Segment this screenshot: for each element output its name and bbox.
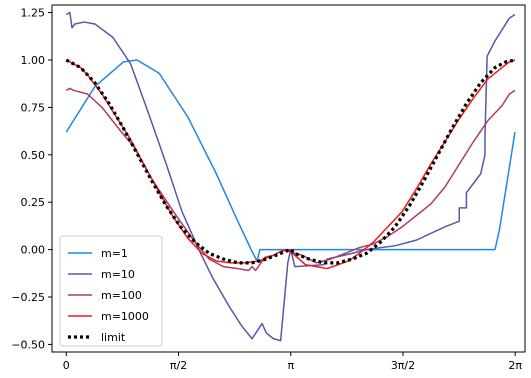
x-tick-label: π [287,359,294,372]
legend-label: m=1000 [101,310,149,323]
x-tick-label: π/2 [170,359,187,372]
legend-label: m=1 [101,247,128,260]
legend-box [59,235,163,347]
series-line-m-10 [65,11,516,342]
plot-frame [51,4,526,353]
legend-label: m=100 [101,289,142,302]
y-tick-label: 1.25 [21,7,46,20]
legend-label: limit [101,331,126,344]
x-tick-label: 3π/2 [391,359,415,372]
series-line-limit [65,58,516,265]
y-axis: −0.50 −0.25 0.00 0.25 0.50 0.75 1.00 1.25 [11,7,52,351]
x-tick-label: 0 [63,359,70,372]
series-layer [65,11,516,342]
y-tick-label: 0.00 [21,244,46,257]
y-tick-label: 0.25 [21,196,46,209]
x-tick-label: 2π [508,359,522,372]
y-tick-label: 1.00 [21,54,46,67]
y-tick-label: 0.75 [21,101,46,114]
legend-label: m=10 [101,268,135,281]
x-axis: 0 π/2 π 3π/2 2π [63,352,522,372]
series-line-m-1 [65,59,516,262]
y-tick-label: 0.50 [21,149,46,162]
legend: m=1 m=10 m=100 m=1000 limit [59,235,163,347]
y-tick-label: −0.50 [11,338,45,351]
y-tick-label: −0.25 [11,291,45,304]
